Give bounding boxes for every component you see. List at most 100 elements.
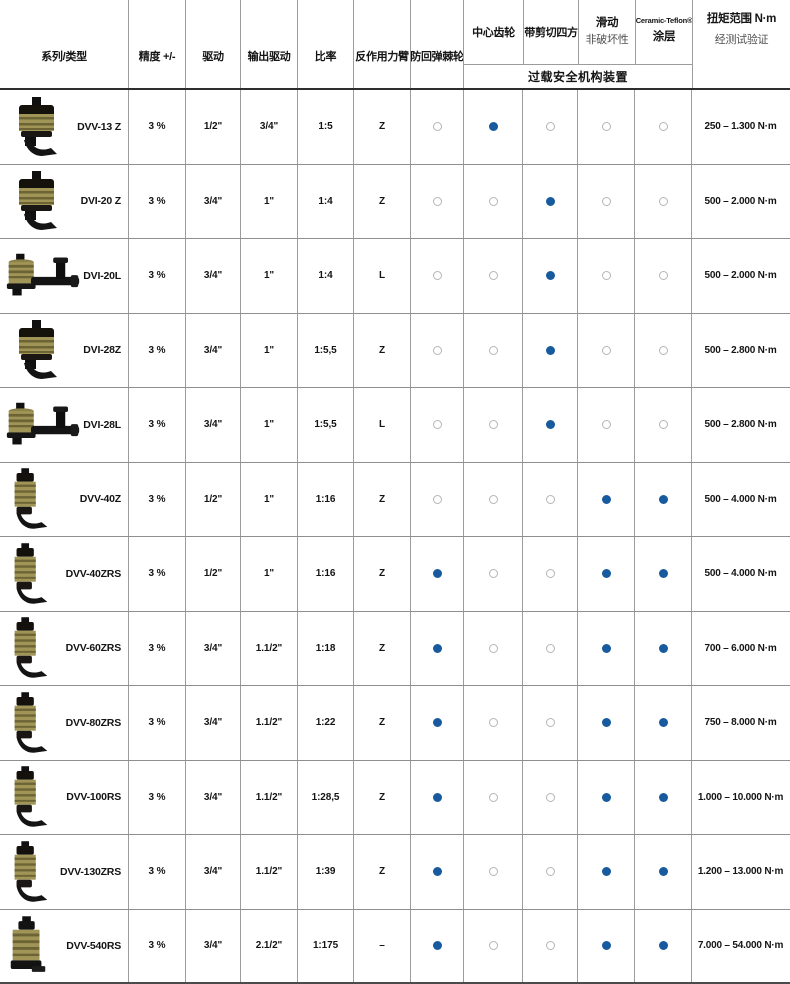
ratio-cell: 1:18 (297, 611, 353, 685)
series-cell: DVV-40Z (0, 463, 128, 537)
shear-square-cell (522, 760, 577, 834)
drive-cell: 3/4" (185, 835, 240, 909)
torque-range-cell: 1.000 – 10.000 N·m (691, 760, 789, 834)
feature-dot-filled (658, 494, 668, 504)
series-cell: DVV-100RS (0, 761, 128, 835)
shear-square-cell (522, 686, 577, 760)
header-overload-safety-label: 过载安全机构装置 (464, 64, 692, 88)
accuracy-cell: 3 % (128, 611, 185, 685)
torque-range-cell: 500 – 4.000 N·m (691, 462, 789, 536)
ceramic-teflon-coating-cell (634, 835, 691, 909)
center-gear-cell (463, 760, 522, 834)
ratio-cell: 1:4 (297, 239, 353, 313)
model-label: DVI-28Z (83, 344, 121, 357)
header-series-type: 系列/类型 (41, 51, 87, 63)
feature-dot-empty (545, 941, 555, 951)
torque-range-cell: 700 – 6.000 N·m (691, 611, 789, 685)
model-label: DVI-20 Z (80, 195, 122, 208)
feature-dot-filled (601, 941, 611, 951)
feature-dot-filled (432, 867, 442, 877)
table-row: DVI-20 Z 3 % 3/4" 1" 1:4 Z 500 – 2.000 N… (0, 164, 790, 239)
table-row: DVV-13 Z 3 % 1/2" 3/4" 1:5 Z 250 – 1.300… (0, 90, 790, 165)
header-reaction-arm: 反作用力臂 (353, 0, 410, 88)
drive-cell: 1/2" (185, 462, 240, 536)
feature-dot-filled (432, 569, 442, 579)
feature-dot-empty (658, 122, 668, 132)
drive-cell: 3/4" (185, 164, 240, 238)
sliding-nondestructive-cell (577, 239, 634, 313)
series-cell: DVV-13 Z (0, 90, 128, 164)
center-gear-cell (463, 686, 522, 760)
feature-dot-filled (658, 867, 668, 877)
drive-cell: 1/2" (185, 90, 240, 164)
series-cell: DVI-28Z (0, 314, 128, 388)
reaction-arm-cell: Z (353, 462, 410, 536)
feature-dot-filled (658, 941, 668, 951)
feature-dot-empty (488, 569, 498, 579)
feature-dot-empty (545, 718, 555, 728)
feature-dot-empty (432, 271, 442, 281)
ceramic-teflon-coating-cell (634, 90, 691, 164)
table-body: DVV-13 Z 3 % 1/2" 3/4" 1:5 Z 250 – 1.300… (0, 90, 790, 984)
feature-dot-filled (545, 345, 555, 355)
reaction-arm-cell: L (353, 239, 410, 313)
torque-range-cell: 500 – 4.000 N·m (691, 537, 789, 611)
shear-square-cell (522, 239, 577, 313)
accuracy-cell: 3 % (128, 835, 185, 909)
center-gear-cell (463, 164, 522, 238)
product-photo (5, 399, 81, 451)
output-drive-cell: 1" (240, 313, 297, 387)
accuracy-cell: 3 % (128, 760, 185, 834)
center-gear-cell (463, 462, 522, 536)
reaction-arm-cell: Z (353, 611, 410, 685)
output-drive-cell: 3/4" (240, 90, 297, 164)
series-cell: DVV-60ZRS (0, 612, 128, 686)
model-label: DVV-60ZRS (65, 642, 122, 655)
shear-square-cell (522, 835, 577, 909)
header-shear-square: 带剪切四方 (523, 0, 578, 64)
feature-dot-empty (488, 867, 498, 877)
feature-dot-empty (545, 792, 555, 802)
ratio-cell: 1:4 (297, 164, 353, 238)
ceramic-teflon-coating-cell (634, 388, 691, 462)
table-row: DVV-40ZRS 3 % 1/2" 1" 1:16 Z 500 – 4.000… (0, 537, 790, 612)
accuracy-cell: 3 % (128, 239, 185, 313)
center-gear-cell (463, 611, 522, 685)
shear-square-cell (522, 462, 577, 536)
feature-dot-empty (601, 196, 611, 206)
accuracy-cell: 3 % (128, 462, 185, 536)
anti-kickback-ratchet-cell (410, 313, 463, 387)
sliding-nondestructive-cell (577, 537, 634, 611)
feature-dot-empty (545, 122, 555, 132)
ratio-cell: 1:5 (297, 90, 353, 164)
feature-dot-filled (545, 271, 555, 281)
output-drive-cell: 1" (240, 537, 297, 611)
sliding-nondestructive-cell (577, 909, 634, 982)
ratio-cell: 1:39 (297, 835, 353, 909)
header-torque-range: 扭矩范围 N·m 经测试验证 (692, 0, 790, 88)
series-cell: DVI-20 Z (0, 165, 128, 239)
feature-dot-empty (432, 345, 442, 355)
torque-range-cell: 500 – 2.000 N·m (691, 164, 789, 238)
table-row: DVV-540RS 3 % 3/4" 2.1/2" 1:175 – 7.000 … (0, 909, 790, 984)
header-center-gear: 中心齿轮 (472, 27, 515, 39)
model-label: DVV-40ZRS (65, 567, 122, 580)
drive-cell: 3/4" (185, 909, 240, 982)
header-torque-line2: 经测试验证 (714, 34, 769, 46)
header-accuracy: 精度 +/- (128, 0, 185, 88)
feature-dot-empty (545, 494, 555, 504)
ratio-cell: 1:28,5 (297, 760, 353, 834)
center-gear-cell (463, 239, 522, 313)
feature-dot-filled (658, 718, 668, 728)
product-photo (5, 542, 55, 606)
feature-dot-empty (488, 941, 498, 951)
feature-dot-empty (658, 420, 668, 430)
table-row: DVV-40Z 3 % 1/2" 1" 1:16 Z 500 – 4.000 N… (0, 462, 790, 537)
torque-range-cell: 1.200 – 13.000 N·m (691, 835, 789, 909)
drive-cell: 3/4" (185, 760, 240, 834)
ceramic-teflon-coating-cell (634, 909, 691, 982)
feature-dot-filled (601, 792, 611, 802)
feature-dot-filled (432, 643, 442, 653)
anti-kickback-ratchet-cell (410, 611, 463, 685)
